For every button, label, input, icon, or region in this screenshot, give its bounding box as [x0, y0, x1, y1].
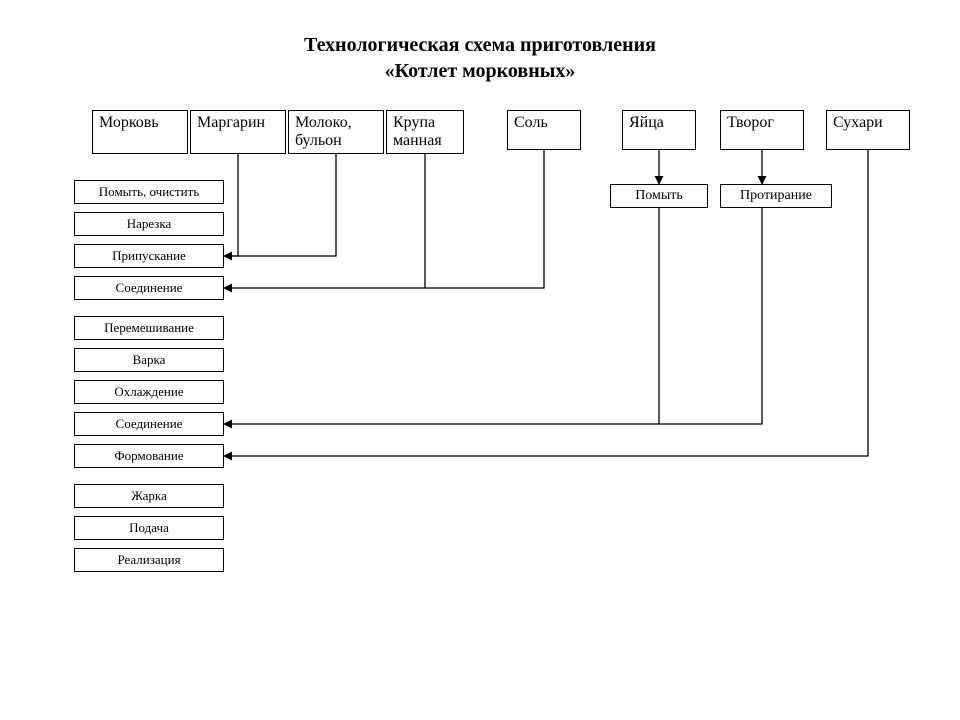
step-s5: Перемешивание	[74, 316, 224, 340]
subprocess-pomyt: Помыть	[610, 184, 708, 208]
step-s6: Варка	[74, 348, 224, 372]
step-s1: Помыть, очистить	[74, 180, 224, 204]
ingredient-margarin: Маргарин	[190, 110, 286, 154]
edge-7	[659, 208, 762, 424]
step-s10: Жарка	[74, 484, 224, 508]
ingredient-tvorog: Творог	[720, 110, 804, 150]
step-s12: Реализация	[74, 548, 224, 572]
step-s11: Подача	[74, 516, 224, 540]
edge-6	[224, 208, 659, 424]
title-line-1: Технологическая схема приготовления	[0, 34, 960, 57]
ingredient-krupa: Крупаманная	[386, 110, 464, 154]
ingredient-suhari: Сухари	[826, 110, 910, 150]
ingredient-morkov: Морковь	[92, 110, 188, 154]
ingredient-moloko: Молоко,бульон	[288, 110, 384, 154]
edge-2	[224, 154, 425, 288]
title-line-2: «Котлет морковных»	[0, 60, 960, 83]
step-s4: Соединение	[74, 276, 224, 300]
step-s2: Нарезка	[74, 212, 224, 236]
subprocess-protiranie: Протирание	[720, 184, 832, 208]
step-s9: Формование	[74, 444, 224, 468]
edge-1	[224, 154, 336, 256]
edge-3	[425, 150, 544, 288]
step-s7: Охлаждение	[74, 380, 224, 404]
step-s8: Соединение	[74, 412, 224, 436]
ingredient-yaica: Яйца	[622, 110, 696, 150]
ingredient-sol: Соль	[507, 110, 581, 150]
edge-0	[224, 154, 238, 256]
step-s3: Припускание	[74, 244, 224, 268]
